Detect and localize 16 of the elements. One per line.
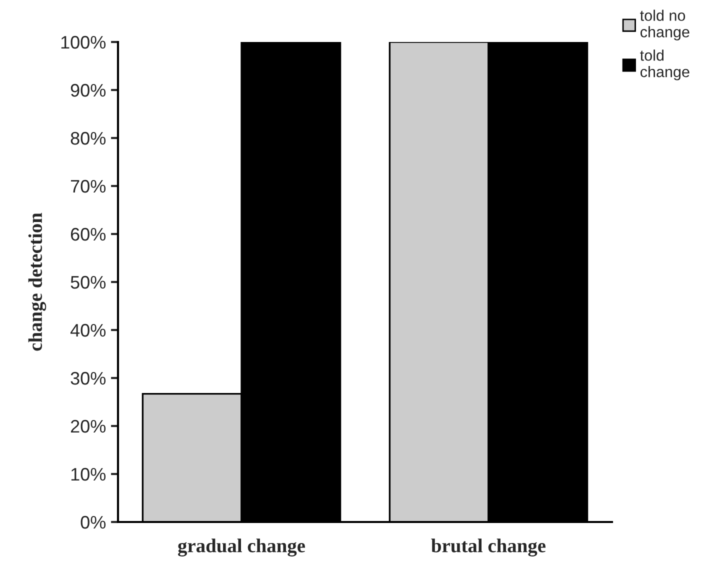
y-axis-title: change detection <box>28 212 46 351</box>
x-tick-label: gradual change <box>178 538 306 556</box>
y-tick-label: 40% <box>70 324 106 337</box>
y-tick-label: 20% <box>70 420 106 433</box>
y-tick-label: 60% <box>70 228 106 241</box>
legend-label: told no change <box>640 10 690 40</box>
x-tick-label: brutal change <box>431 538 546 556</box>
y-tick-label: 0% <box>80 516 106 529</box>
y-tick-label: 50% <box>70 276 106 289</box>
y-tick-label: 70% <box>70 180 106 193</box>
y-tick-label: 100% <box>61 36 106 49</box>
y-tick-label: 30% <box>70 372 106 385</box>
y-tick-label: 10% <box>71 468 106 481</box>
y-tick-label: 80% <box>70 132 106 145</box>
legend-label: told change <box>640 50 690 80</box>
y-tick-label: 90% <box>70 84 106 97</box>
